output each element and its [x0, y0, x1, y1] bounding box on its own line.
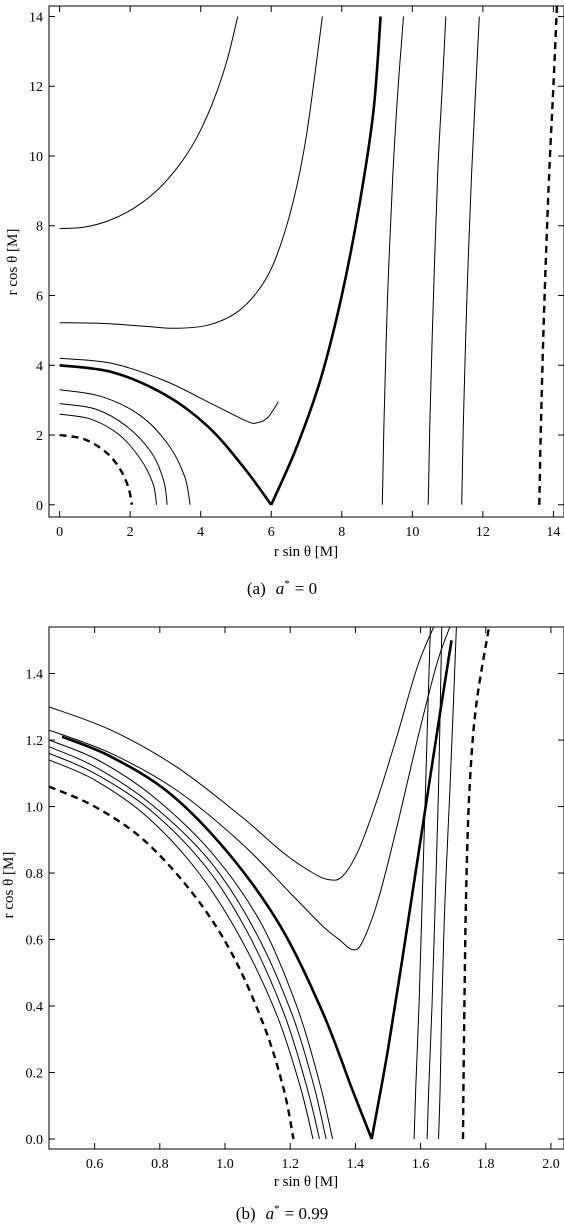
panel-b-series-12-dashed [461, 627, 491, 1140]
panel-b-x-tick-label: 1.2 [281, 1157, 299, 1172]
panel-a-plot-frame [48, 5, 564, 518]
panel-b-y-tick-label: 0.2 [26, 1067, 44, 1082]
panel-b-y-tick-label: 1.4 [26, 668, 44, 683]
panel-b-caption-variable: a [266, 1204, 275, 1223]
panel-b-x-tick-label: 0.8 [151, 1157, 169, 1172]
panel-b-caption-superscript: * [274, 1203, 280, 1215]
panel-b-caption-prefix: (b) [236, 1204, 256, 1223]
panel-a-series-4-thick [59, 364, 273, 506]
panel-b-y-tick-label: 0.0 [26, 1133, 44, 1148]
panel-a-y-tick-label: 12 [29, 80, 43, 95]
panel-a-x-tick-label: 12 [476, 525, 490, 540]
panel-b-series-4-thin [49, 739, 334, 1140]
panel-a-y-tick-label: 6 [36, 290, 43, 305]
panel-a-caption-variable: a [276, 579, 285, 598]
panel-b-ticks: 0.6 0.8 1.0 1.2 1.4 1.6 1.8 2.0 0.0 0.2 0.4 0.6 0.8 1… [26, 627, 564, 1172]
panel-a-ticks: 0 2 4 6 8 10 12 14 0 2 4 6 8 10 12 14 [29, 6, 564, 540]
panel-a-series-12-dashed [538, 6, 559, 505]
panel-b-ylabel: r cos θ [M] [1, 852, 17, 919]
panel-b-caption: (b) a* = 0.99 [236, 1203, 328, 1223]
panel-a-x-tick-label: 10 [405, 525, 419, 540]
panel-b-series-10-thin [426, 627, 443, 1140]
panel-a-series-9-thin [381, 16, 404, 505]
panel-a-y-tick-label: 4 [36, 359, 43, 374]
panel-a-caption-value: = 0 [295, 579, 317, 598]
panel-b-series-0-dashed [49, 785, 295, 1140]
panel-b: 0.6 0.8 1.0 1.2 1.4 1.6 1.8 2.0 0.0 0.2 0.4 0.6 0.8 1… [1, 626, 564, 1223]
panel-b-y-tick-label: 0.8 [26, 867, 44, 882]
panel-b-series-8-thin [49, 627, 435, 881]
panel-a-series [59, 6, 559, 506]
panel-b-y-tick-label: 0.4 [26, 1000, 44, 1015]
panel-a-x-tick-label: 6 [268, 525, 275, 540]
panel-b-x-tick-label: 1.8 [477, 1157, 495, 1172]
panel-a-series-1-thin [59, 413, 158, 505]
panel-b-x-tick-label: 2.0 [542, 1157, 560, 1172]
panel-b-xlabel: r sin θ [M] [274, 1174, 338, 1190]
panel-b-caption-value: = 0.99 [285, 1204, 329, 1223]
panel-b-x-tick-label: 0.6 [86, 1157, 104, 1172]
panel-a-series-10-thin [427, 16, 447, 505]
panel-a-series-8-thin [59, 16, 239, 229]
panel-b-series-1-thin [49, 759, 314, 1140]
panel-b-series-2-thin [49, 752, 320, 1140]
panel-a-x-tick-label: 2 [127, 525, 134, 540]
panel-b-x-tick-label: 1.4 [347, 1157, 365, 1172]
panel-a-x-tick-label: 8 [338, 525, 345, 540]
panel-b-y-tick-label: 1.2 [26, 734, 44, 749]
panel-b-series-9-thin [413, 627, 431, 1140]
panel-b-series-7-thin [49, 627, 451, 951]
panel-b-series-6-thick [370, 640, 453, 1140]
panel-a-series-7-thin [59, 16, 323, 329]
panel-a-series-3-thin [59, 389, 191, 505]
panel-a-caption: (a) a* = 0 [247, 578, 317, 598]
panel-b-x-tick-label: 1.0 [216, 1157, 234, 1172]
panel-a-xlabel: r sin θ [M] [274, 544, 338, 560]
panel-a-ylabel: r cos θ [M] [5, 229, 21, 296]
panel-a-y-tick-label: 2 [36, 429, 43, 444]
panel-a-series-0-dashed [59, 433, 134, 506]
panel-a-series-2-thin [59, 403, 168, 505]
panel-a-x-tick-label: 14 [546, 525, 560, 540]
panel-a-series-5-thick [270, 16, 382, 506]
panel-a-y-tick-label: 0 [36, 499, 43, 514]
panel-a-x-tick-label: 4 [197, 525, 204, 540]
panel-a-y-tick-label: 14 [29, 10, 43, 25]
panel-a-x-tick-label: 0 [56, 525, 63, 540]
panel-a-caption-superscript: * [284, 578, 290, 590]
panel-a: 0 2 4 6 8 10 12 14 0 2 4 6 8 10 12 14 r sin θ [M] r cos… [5, 5, 564, 598]
panel-a-y-tick-label: 8 [36, 220, 43, 235]
panel-b-series-11-thin [438, 627, 457, 1140]
panel-a-series-6-thin [59, 357, 279, 424]
panel-a-caption-prefix: (a) [247, 579, 266, 598]
panel-b-series [49, 627, 491, 1140]
panel-a-series-11-thin [461, 16, 480, 505]
panel-b-y-tick-label: 1.0 [26, 801, 44, 816]
panel-b-series-3-thin [49, 746, 327, 1140]
panel-b-series-5-thick [61, 735, 373, 1140]
panel-b-y-tick-label: 0.6 [26, 934, 44, 949]
panel-a-y-tick-label: 10 [29, 150, 43, 165]
panel-b-plot-frame [48, 626, 564, 1150]
panel-b-x-tick-label: 1.6 [412, 1157, 430, 1172]
